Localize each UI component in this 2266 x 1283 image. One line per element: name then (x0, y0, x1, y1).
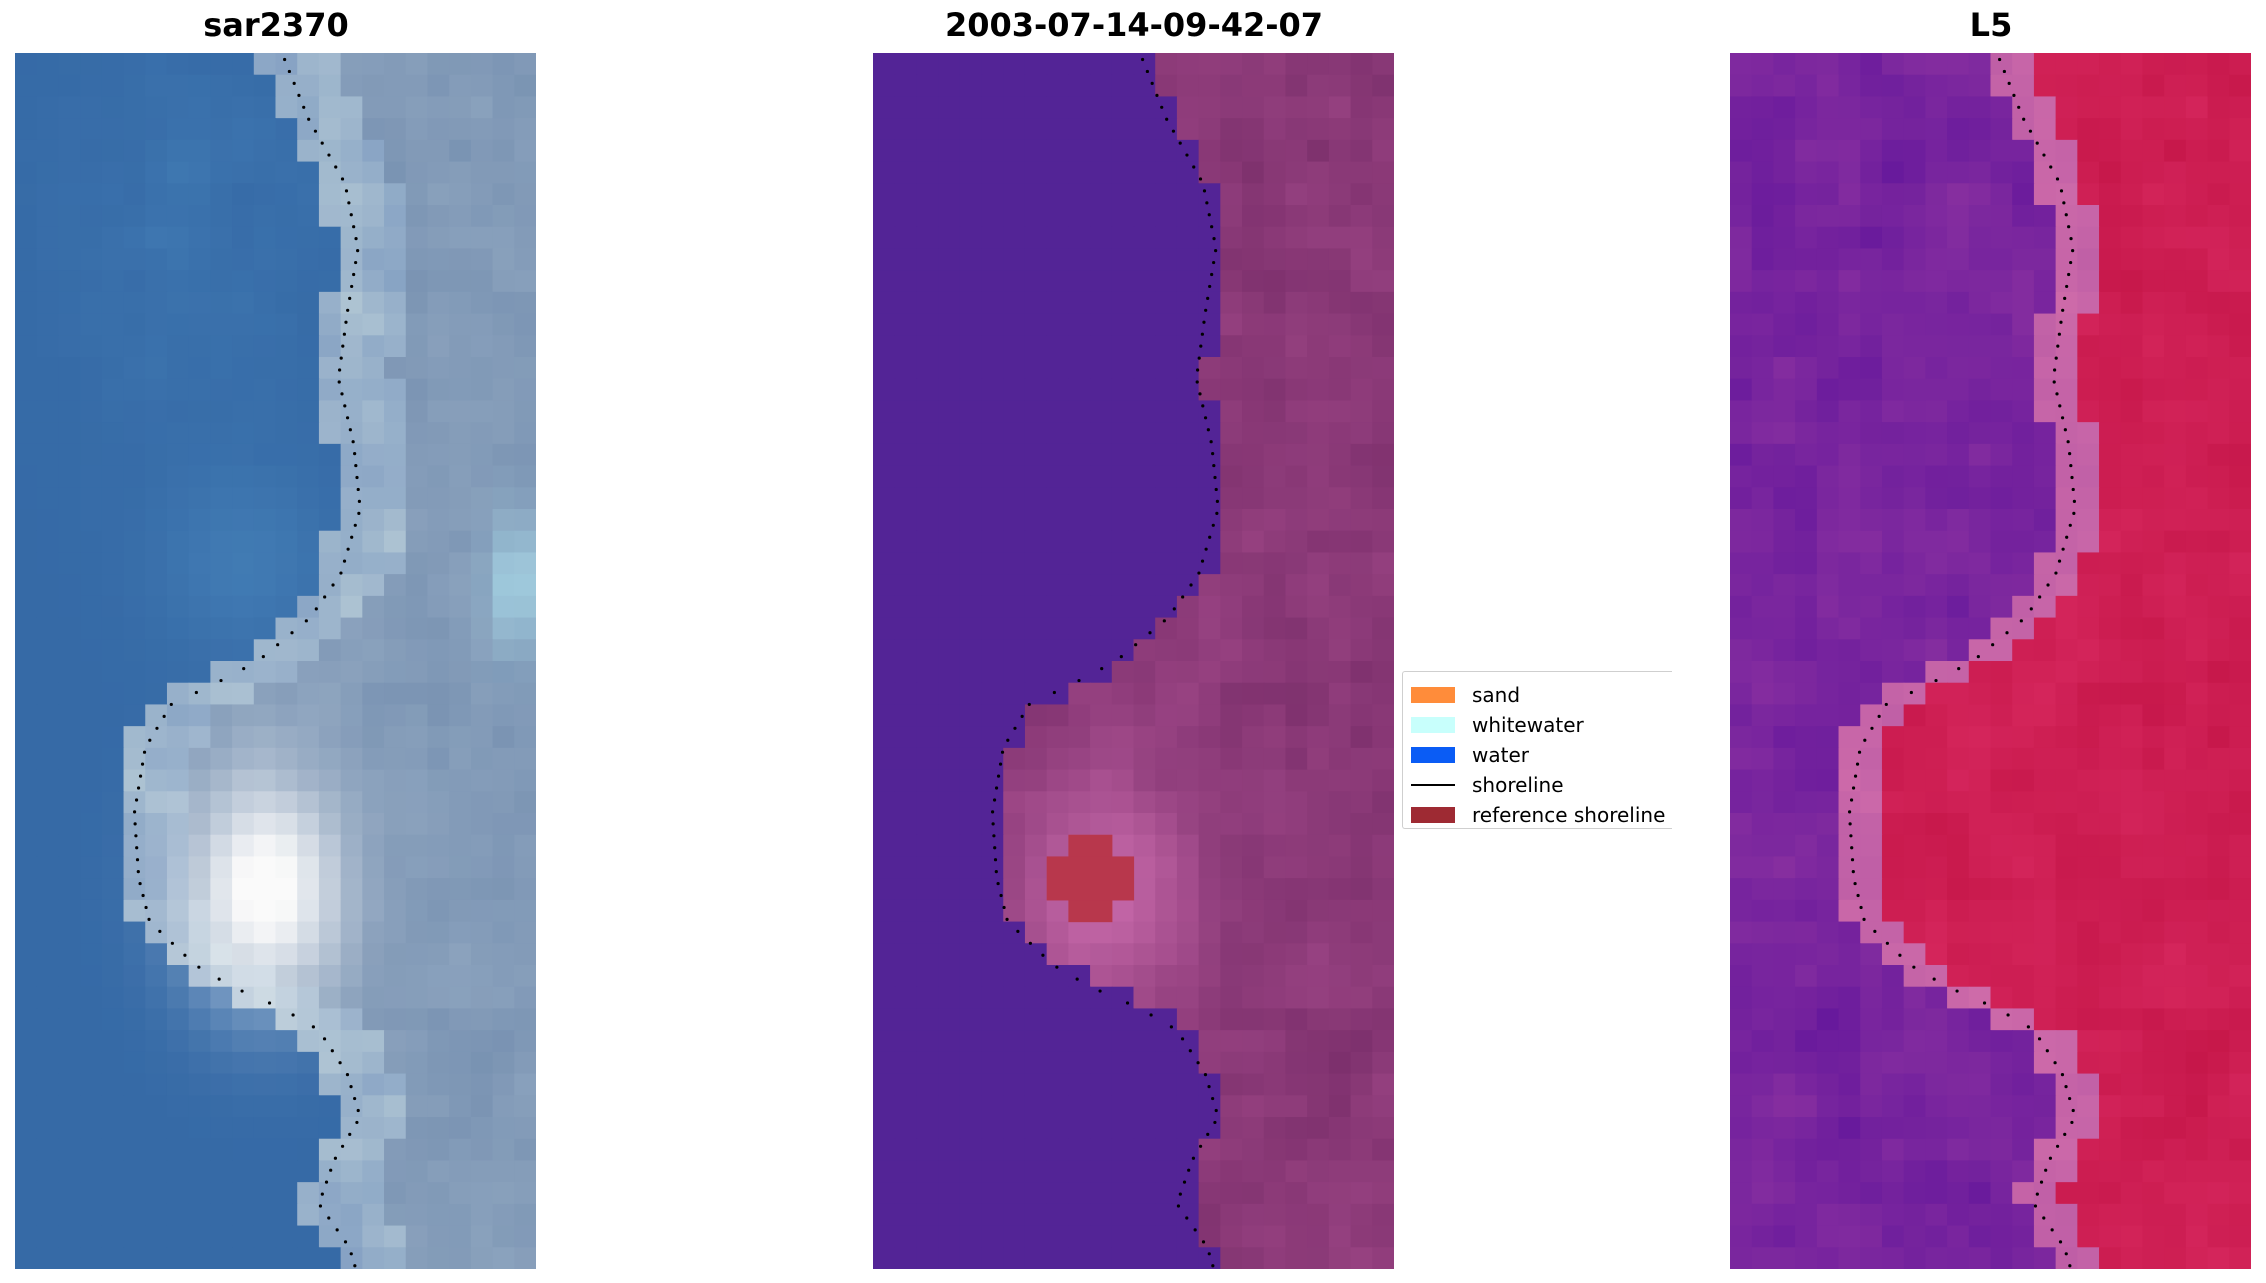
classified-image (873, 53, 1394, 1269)
panel-title-classified: 2003-07-14-09-42-07 (944, 6, 1324, 44)
panel-title-index: L5 (1969, 6, 2013, 44)
reference-buffer-swatch (1411, 807, 1455, 823)
legend: sand whitewater water shoreline referenc… (1402, 671, 1672, 829)
legend-label: sand (1472, 683, 1521, 707)
legend-label: reference shoreline buffer (1472, 803, 1672, 827)
shoreline-line-swatch (1411, 784, 1455, 786)
whitewater-swatch (1411, 717, 1455, 733)
water-swatch (1411, 747, 1455, 763)
rgb-satellite-image (15, 53, 536, 1269)
legend-label: water (1472, 743, 1529, 767)
legend-label: whitewater (1472, 713, 1584, 737)
legend-label: shoreline (1472, 773, 1564, 797)
index-image (1730, 53, 2251, 1269)
sand-swatch (1411, 687, 1455, 703)
panel-title-rgb: sar2370 (203, 6, 349, 44)
